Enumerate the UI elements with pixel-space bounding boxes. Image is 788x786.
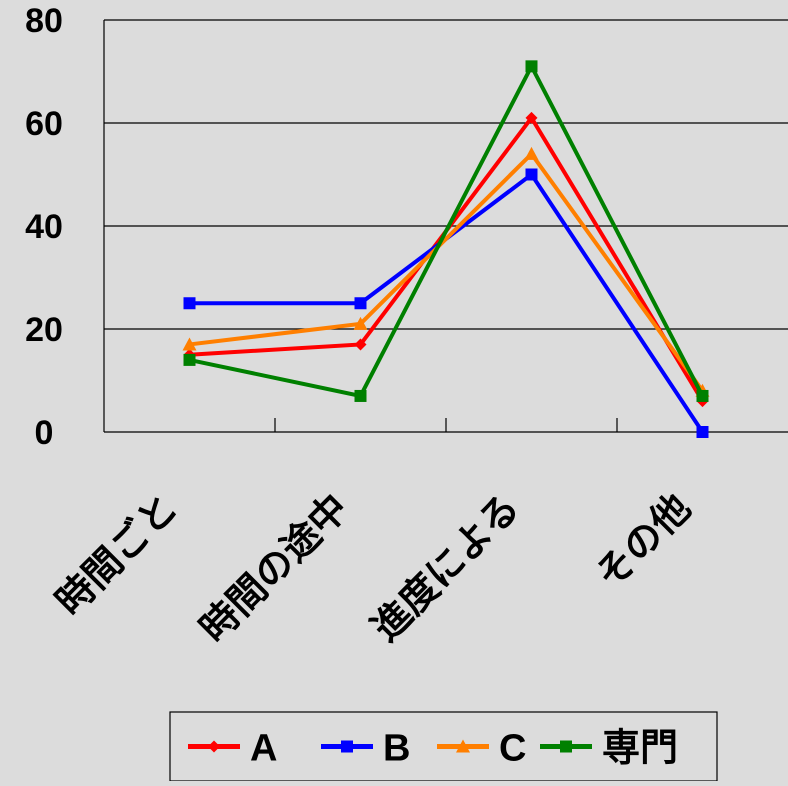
data-point: [696, 389, 709, 402]
series-line: [189, 150, 705, 392]
legend-entry: B: [321, 728, 410, 770]
y-tick-label: 60: [25, 105, 63, 143]
series-line: [189, 171, 705, 434]
series-line: [189, 62, 705, 399]
data-point: [354, 338, 367, 351]
series-2: [183, 168, 709, 438]
data-point: [696, 426, 709, 438]
legend-swatch-marker: [341, 740, 353, 753]
x-tick-label: 時間ごと: [49, 487, 186, 624]
y-tick-label: 20: [25, 311, 63, 349]
x-tick-label: その他: [589, 487, 699, 597]
y-tick-label: 80: [25, 2, 63, 40]
legend-entry: C: [437, 728, 526, 770]
series-lines: [182, 60, 710, 438]
y-tick-label: 0: [35, 414, 54, 452]
legend-label: C: [499, 728, 526, 770]
data-point: [183, 353, 196, 366]
legend-swatch-marker: [456, 739, 470, 753]
legend-label: 専門: [602, 728, 678, 770]
data-point: [353, 316, 368, 330]
legend-label: B: [383, 728, 410, 770]
series-line: [189, 114, 705, 403]
data-point: [182, 337, 197, 351]
x-tick-labels: 時間ごと 時間の途中 進度による その他: [49, 486, 699, 651]
data-point: [525, 60, 538, 73]
legend: A B C 専門: [169, 711, 718, 782]
x-tick-label: 進度による: [365, 487, 528, 650]
series-4: [183, 60, 709, 402]
legend-swatch-marker: [208, 740, 220, 753]
series-3: [182, 146, 710, 397]
y-tick-labels: 0 20 40 60 80: [25, 2, 63, 452]
legend-entry: A: [188, 728, 277, 770]
legend-swatch-marker: [560, 740, 572, 753]
data-point: [525, 111, 538, 124]
axes: [103, 20, 788, 433]
data-point: [525, 168, 538, 181]
data-point: [354, 389, 367, 402]
legend-label: A: [250, 728, 277, 770]
legend-entry: 専門: [540, 728, 678, 770]
y-tick-label: 40: [25, 208, 63, 246]
x-tick-label: 時間の途中: [192, 486, 357, 651]
data-point: [183, 297, 196, 310]
gridlines: [104, 19, 788, 330]
data-point: [524, 146, 539, 160]
data-point: [354, 297, 367, 310]
